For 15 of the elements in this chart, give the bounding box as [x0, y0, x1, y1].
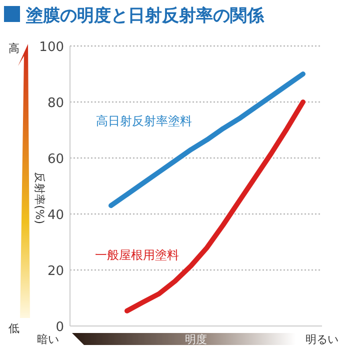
text: 高: [8, 42, 20, 55]
y-axis-title: 反射率(%): [33, 172, 46, 224]
y-tick-label: 80: [47, 96, 64, 111]
text: 明るい: [306, 333, 338, 346]
chart-title: 塗膜の明度と日射反射率の関係: [25, 6, 265, 26]
series-label: 一般屋根用塗料: [95, 248, 179, 262]
series-label: 高日射反射率塗料: [96, 114, 192, 128]
text: 暗い: [37, 333, 59, 346]
x-axis-title: 明度: [185, 333, 207, 346]
y-tick-label: 100: [39, 40, 64, 55]
y-tick-label: 20: [47, 264, 64, 279]
y-tick-label: 60: [47, 152, 64, 167]
y-tick-label: 40: [47, 208, 64, 223]
y-tick-label: 0: [56, 320, 64, 335]
text: 低: [8, 322, 20, 335]
